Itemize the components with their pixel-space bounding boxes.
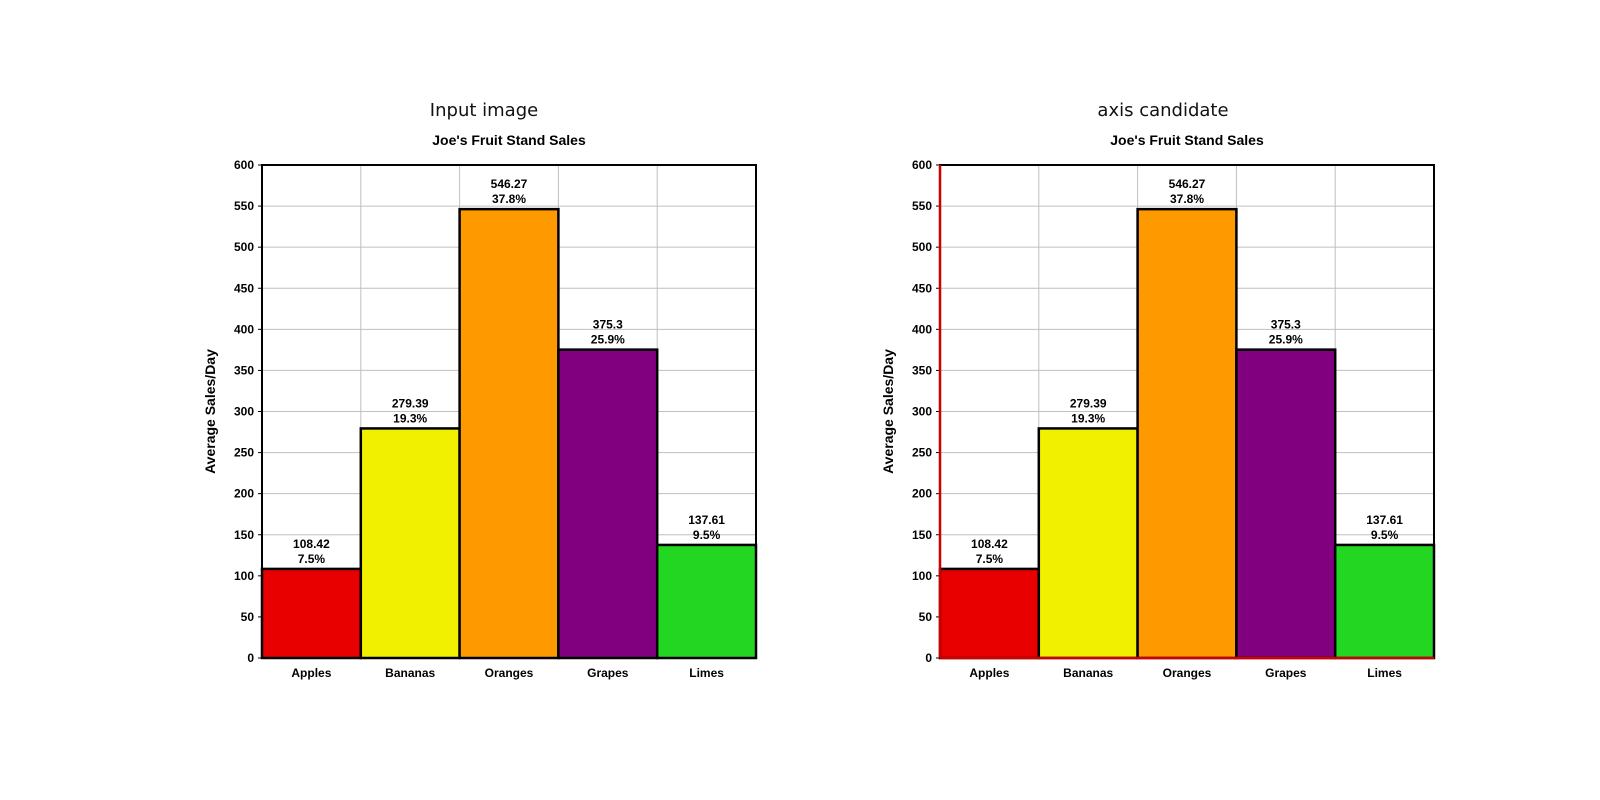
x-tick-label: Oranges [485, 666, 534, 680]
chart-1: Joe's Fruit Stand Sales 0 50 100 150 200 250 30… [880, 132, 1436, 680]
y-tick-label: 450 [912, 281, 932, 295]
data-label-percent: 25.9% [591, 333, 625, 347]
y-tick-label: 500 [234, 240, 254, 254]
bar-limes [1333, 543, 1436, 660]
y-tick-label: 450 [234, 281, 254, 295]
y-tick-label: 0 [925, 651, 932, 665]
panel-heading-input: Input image [429, 100, 539, 121]
x-tick-label: Apples [969, 666, 1009, 680]
data-label-percent: 9.5% [1371, 528, 1399, 542]
x-tick-label: Oranges [1163, 666, 1212, 680]
data-label-value: 108.42 [971, 537, 1008, 551]
data-label-value: 546.27 [491, 177, 528, 191]
bar-grapes [557, 348, 659, 660]
data-label-value: 108.42 [293, 537, 330, 551]
bar-apples [260, 567, 363, 660]
bar-limes [655, 543, 758, 660]
y-tick-label: 550 [912, 199, 932, 213]
y-tick-label: 250 [234, 446, 254, 460]
y-tick-label: 550 [234, 199, 254, 213]
data-label-percent: 7.5% [976, 552, 1004, 566]
chart-title: Joe's Fruit Stand Sales [432, 132, 586, 148]
x-tick-label: Limes [689, 666, 724, 680]
data-label-percent: 19.3% [393, 411, 427, 425]
y-tick-label: 150 [234, 528, 254, 542]
y-tick-label: 50 [919, 610, 933, 624]
x-tick-label: Limes [1367, 666, 1402, 680]
chart-0: Joe's Fruit Stand Sales 0 50 100 150 200 250 30… [202, 132, 758, 680]
x-tick-label: Grapes [1265, 666, 1307, 680]
data-label-value: 279.39 [1070, 396, 1107, 410]
data-label-percent: 9.5% [693, 528, 721, 542]
y-axis-label: Average Sales/Day [202, 349, 218, 474]
y-tick-label: 600 [912, 158, 932, 172]
y-tick-label: 400 [912, 322, 932, 336]
y-tick-label: 200 [234, 487, 254, 501]
data-label-value: 279.39 [392, 396, 429, 410]
y-tick-label: 300 [234, 405, 254, 419]
y-tick-label: 100 [912, 569, 932, 583]
data-label-value: 137.61 [688, 513, 725, 527]
chart-title: Joe's Fruit Stand Sales [1110, 132, 1264, 148]
panel-heading-axis-candidate: axis candidate [1097, 100, 1229, 121]
y-tick-label: 300 [912, 405, 932, 419]
bar-oranges [1136, 207, 1238, 660]
data-label-percent: 7.5% [298, 552, 326, 566]
bar-apples [938, 567, 1041, 660]
data-label-value: 137.61 [1366, 513, 1403, 527]
y-tick-label: 250 [912, 446, 932, 460]
data-label-value: 546.27 [1169, 177, 1206, 191]
data-label-percent: 25.9% [1269, 333, 1303, 347]
y-tick-label: 0 [247, 651, 254, 665]
x-tick-label: Bananas [1063, 666, 1113, 680]
data-label-percent: 37.8% [492, 192, 526, 206]
y-tick-label: 500 [912, 240, 932, 254]
data-label-percent: 37.8% [1170, 192, 1204, 206]
data-label-value: 375.3 [593, 318, 623, 332]
y-tick-label: 600 [234, 158, 254, 172]
y-tick-label: 350 [234, 363, 254, 377]
data-label-percent: 19.3% [1071, 411, 1105, 425]
y-tick-label: 50 [241, 610, 255, 624]
bar-grapes [1235, 348, 1337, 660]
y-tick-label: 100 [234, 569, 254, 583]
x-tick-label: Grapes [587, 666, 629, 680]
bar-bananas [1037, 427, 1139, 660]
y-tick-label: 350 [912, 363, 932, 377]
data-label-value: 375.3 [1271, 318, 1301, 332]
x-tick-label: Apples [291, 666, 331, 680]
y-tick-label: 400 [234, 322, 254, 336]
y-axis-label: Average Sales/Day [880, 349, 896, 474]
x-tick-label: Bananas [385, 666, 435, 680]
bar-bananas [359, 427, 461, 660]
y-tick-label: 150 [912, 528, 932, 542]
bar-oranges [458, 207, 560, 660]
y-tick-label: 200 [912, 487, 932, 501]
